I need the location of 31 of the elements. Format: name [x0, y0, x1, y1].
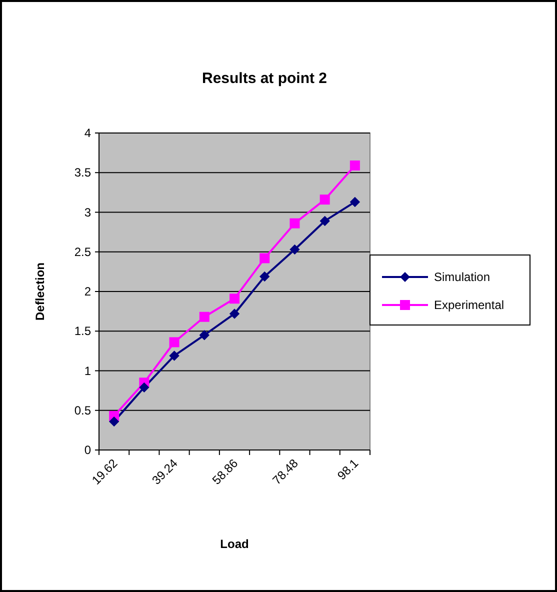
x-axis-title: Load	[220, 537, 249, 551]
x-tick-label: 98.1	[334, 456, 362, 483]
y-tick-label: 3	[84, 205, 92, 220]
point	[320, 194, 330, 205]
point	[109, 416, 120, 426]
y-tick-label: 1	[84, 364, 92, 378]
point	[169, 337, 180, 348]
y-tick-label: 2.5	[74, 244, 92, 259]
point	[350, 196, 360, 207]
y-tick-label: 1.5	[74, 324, 92, 338]
y-axis-title: Deflection	[33, 262, 47, 321]
y-tick-label: 2	[84, 284, 92, 298]
point	[230, 308, 240, 319]
point	[139, 382, 150, 392]
point	[169, 350, 180, 361]
y-tick-label: 3.5	[74, 166, 92, 180]
point	[260, 271, 270, 282]
y-tick-label: 0	[84, 443, 92, 457]
point	[350, 160, 360, 170]
point	[199, 312, 210, 322]
y-tick-label: 0.5	[74, 403, 92, 418]
point	[320, 216, 330, 226]
legend-label: Experimental	[434, 298, 504, 312]
point	[290, 218, 300, 228]
point	[230, 294, 240, 304]
y-tick-label: 4	[84, 126, 92, 140]
chart-title: Results at point 2	[202, 70, 328, 87]
point	[290, 244, 300, 254]
point	[260, 253, 270, 264]
point	[199, 330, 210, 340]
legend-label: Simulation	[434, 270, 490, 284]
